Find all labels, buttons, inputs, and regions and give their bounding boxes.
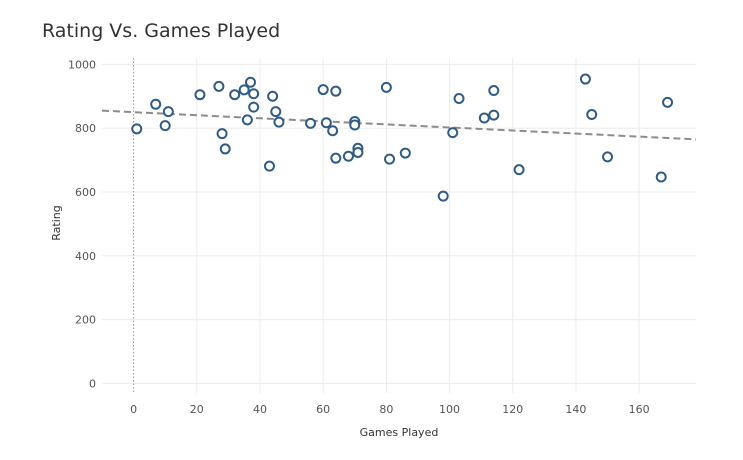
data-point[interactable] [342,150,354,162]
y-tick-label: 400 [75,250,96,263]
data-point[interactable] [602,151,614,163]
data-point[interactable] [453,93,465,105]
data-point[interactable] [263,160,275,172]
data-point[interactable] [384,153,396,165]
data-point[interactable] [229,89,241,101]
data-point[interactable] [216,128,228,140]
chart-title: Rating Vs. Games Played [42,20,281,42]
data-point[interactable] [213,80,225,92]
data-point[interactable] [513,164,525,176]
data-point[interactable] [159,120,171,132]
y-tick-labels: 0 200 400 600 800 1000 [68,58,96,390]
data-point[interactable] [330,85,342,97]
x-tick-label: 120 [502,403,523,416]
data-point[interactable] [150,98,162,110]
data-point[interactable] [267,90,279,102]
data-point[interactable] [380,81,392,93]
y-tick-label: 800 [75,122,96,135]
data-point[interactable] [399,147,411,159]
data-point[interactable] [162,106,174,118]
data-point[interactable] [655,171,667,183]
data-point[interactable] [320,117,332,129]
x-tick-label: 0 [130,403,137,416]
data-point[interactable] [194,89,206,101]
x-tick-label: 60 [316,403,330,416]
data-point[interactable] [488,85,500,97]
data-point[interactable] [488,109,500,121]
x-tick-label: 140 [565,403,586,416]
data-point[interactable] [270,106,282,118]
x-tick-label: 20 [190,403,204,416]
x-tick-label: 100 [439,403,460,416]
data-point[interactable] [579,73,591,85]
data-point[interactable] [327,125,339,137]
data-point[interactable] [662,96,674,108]
data-point[interactable] [248,88,260,100]
data-point[interactable] [317,84,329,96]
y-tick-label: 200 [75,314,96,327]
data-point[interactable] [447,127,459,139]
x-tick-label: 40 [253,403,267,416]
data-point[interactable] [437,190,449,202]
y-axis-label: Rating [50,205,63,240]
data-point[interactable] [248,101,260,113]
x-tick-labels: 0 20 40 60 80 100 120 140 160 [130,403,650,416]
data-point[interactable] [305,117,317,129]
x-tick-label: 160 [629,403,650,416]
data-point[interactable] [352,146,364,158]
y-tick-label: 1000 [68,58,96,71]
data-point[interactable] [586,108,598,120]
data-point[interactable] [478,112,490,124]
data-point[interactable] [219,143,231,155]
x-axis-label: Games Played [360,426,439,439]
data-point[interactable] [238,84,250,96]
data-point[interactable] [330,152,342,164]
data-point[interactable] [273,116,285,128]
y-tick-label: 0 [89,377,96,390]
data-point[interactable] [349,119,361,131]
trend-layer [101,109,697,141]
trend-line [101,109,697,141]
grid-layer [102,58,696,393]
y-tick-label: 600 [75,186,96,199]
data-point[interactable] [131,123,143,135]
x-tick-label: 80 [379,403,393,416]
points-layer [131,73,674,202]
data-point[interactable] [241,114,253,126]
data-point[interactable] [245,76,256,88]
